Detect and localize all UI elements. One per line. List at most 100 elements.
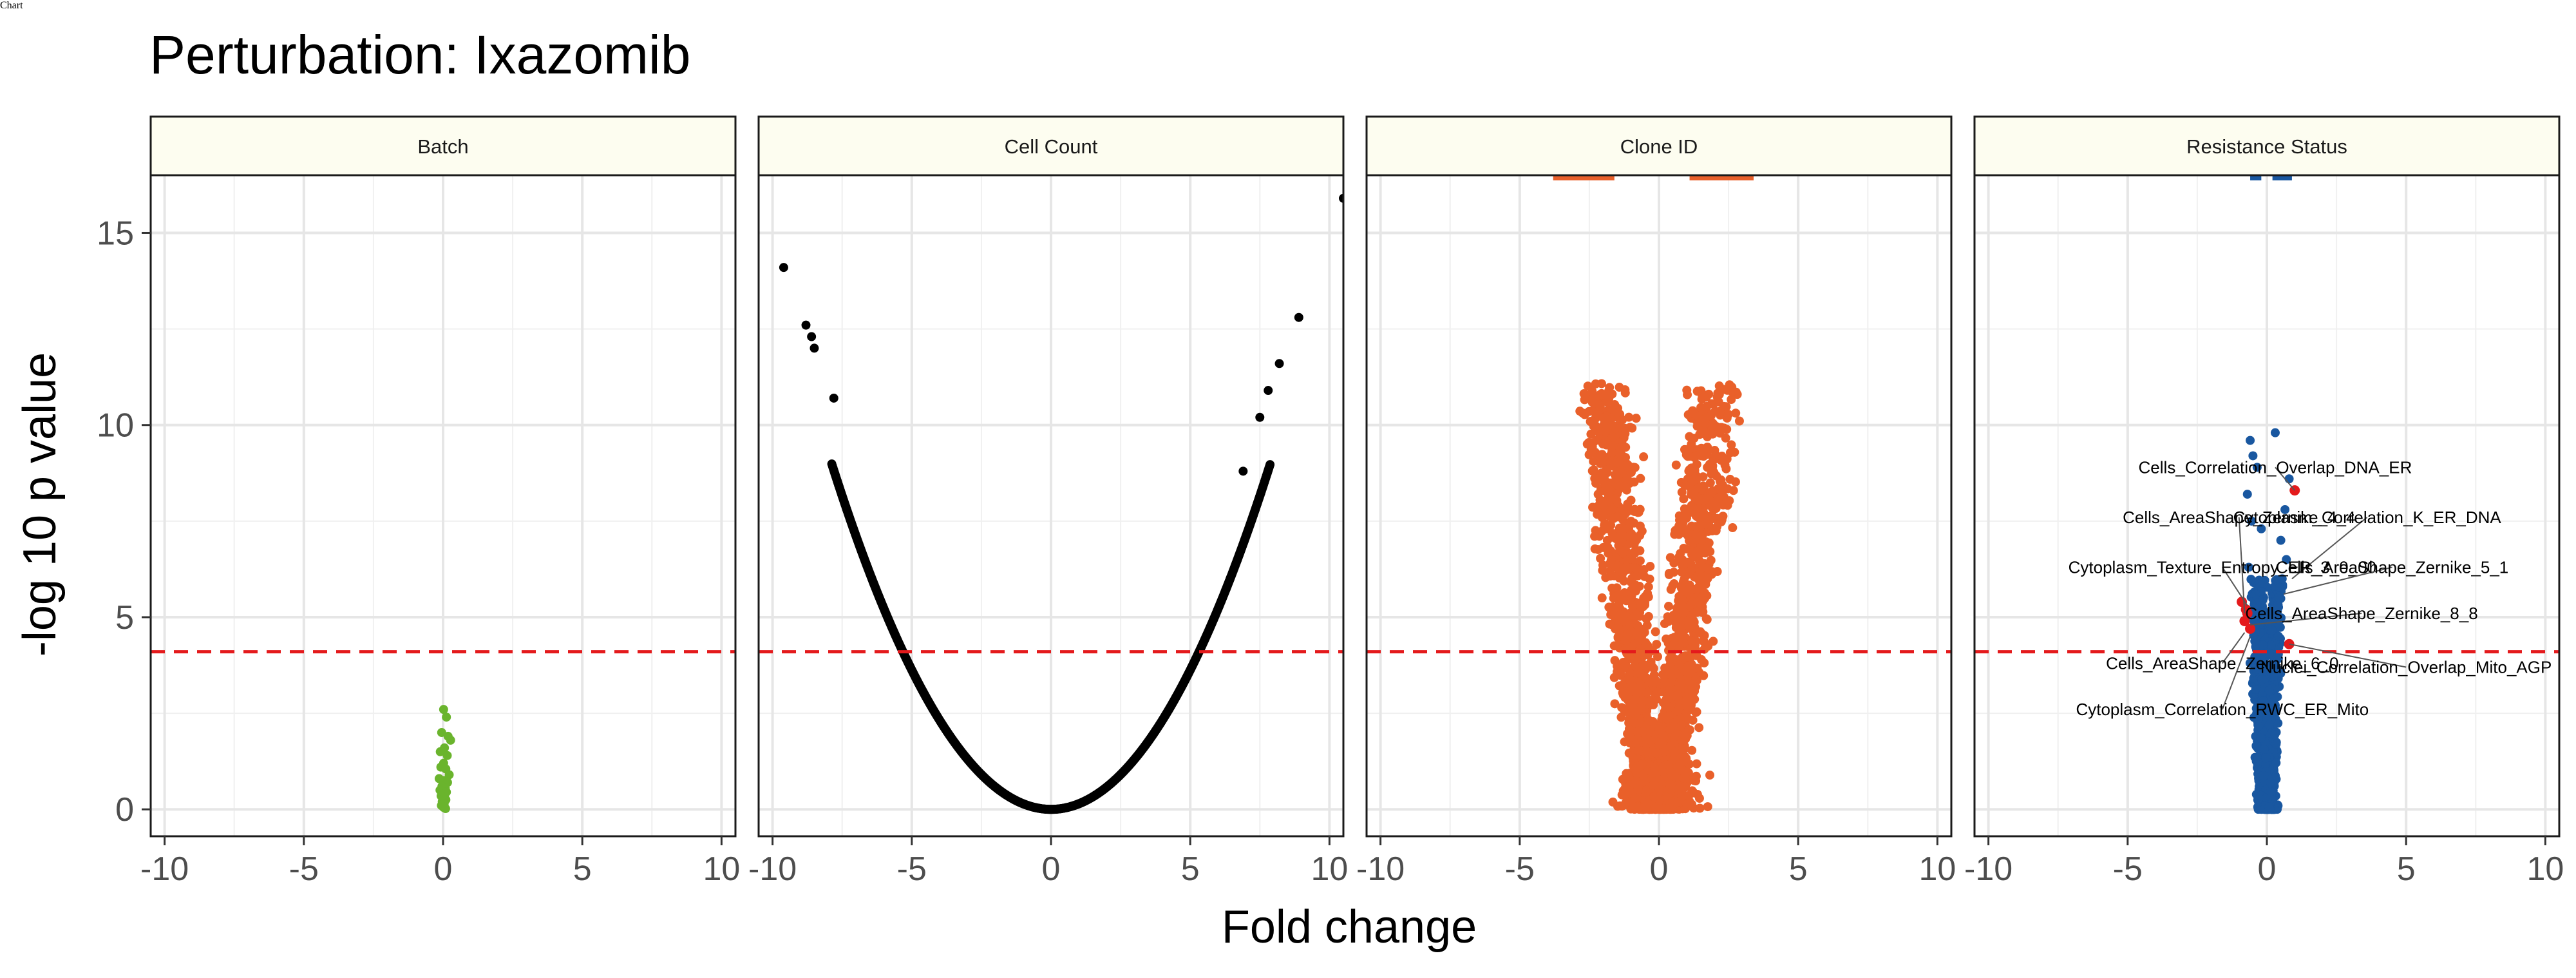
data-point — [1643, 589, 1652, 598]
data-point — [1700, 444, 1709, 453]
data-point — [1660, 747, 1669, 756]
data-point — [446, 736, 455, 745]
data-point — [1627, 495, 1636, 504]
data-point — [1625, 733, 1634, 742]
data-point — [1705, 547, 1714, 556]
data-point — [1588, 398, 1597, 407]
data-point — [1679, 767, 1688, 776]
data-point — [1607, 584, 1616, 593]
data-point — [1702, 563, 1711, 572]
data-point — [1703, 615, 1712, 624]
x-tick-label: -5 — [1505, 850, 1535, 888]
data-point — [1643, 621, 1652, 630]
data-point — [1641, 638, 1650, 647]
data-point — [1610, 699, 1619, 708]
data-point — [1634, 746, 1643, 755]
facet-label: Resistance Status — [2186, 135, 2347, 158]
data-point — [1687, 660, 1696, 669]
data-point — [1690, 636, 1700, 645]
data-point — [1679, 494, 1688, 503]
data-point — [1620, 588, 1629, 597]
data-point — [829, 394, 838, 403]
facet-label: Cell Count — [1005, 135, 1098, 158]
x-tick-label: -10 — [1356, 850, 1405, 888]
data-point — [1610, 641, 1619, 650]
data-point — [1680, 638, 1689, 647]
chart-title: Perturbation: Ixazomib — [149, 24, 690, 85]
panel-resistance-status: Resistance StatusCells_Correlation_Overl… — [1964, 117, 2564, 888]
data-point — [442, 751, 451, 760]
data-point — [1665, 569, 1674, 578]
data-point — [1607, 448, 1616, 457]
y-tick-label: 5 — [115, 599, 134, 637]
data-point — [1618, 504, 1627, 513]
data-point — [1664, 617, 1673, 626]
data-point — [1725, 496, 1734, 505]
data-point — [1679, 608, 1688, 617]
data-point — [1645, 562, 1654, 571]
data-point — [1642, 735, 1651, 744]
data-point — [1590, 532, 1599, 541]
data-point — [1691, 585, 1700, 594]
data-point — [1700, 658, 1709, 667]
data-point — [1597, 379, 1606, 388]
data-point — [1616, 713, 1625, 722]
x-tick-label: 0 — [1650, 850, 1669, 888]
data-point — [1626, 533, 1635, 542]
data-point — [1692, 760, 1701, 769]
data-point — [1705, 771, 1714, 780]
data-point — [1294, 313, 1303, 322]
facet-label: Clone ID — [1620, 135, 1698, 158]
data-point — [1605, 484, 1614, 494]
y-tick-label: 0 — [115, 791, 134, 829]
x-tick-label: 10 — [1918, 850, 1956, 888]
data-point — [1665, 711, 1674, 720]
data-point — [1615, 546, 1624, 555]
data-point — [1636, 669, 1645, 678]
data-point — [1662, 695, 1671, 704]
data-point — [1725, 475, 1734, 484]
data-point — [1681, 544, 1690, 553]
data-point — [1726, 448, 1735, 457]
data-point — [1649, 781, 1658, 790]
x-tick-label: -10 — [140, 850, 189, 888]
data-point — [1615, 626, 1624, 635]
data-point — [1597, 468, 1606, 477]
data-point — [1620, 617, 1629, 626]
data-point — [1618, 416, 1627, 425]
data-point — [1680, 744, 1689, 753]
data-point — [439, 705, 448, 714]
data-point — [1735, 417, 1744, 426]
data-point — [1713, 567, 1722, 576]
data-point — [1615, 383, 1624, 392]
data-point — [1613, 802, 1622, 811]
data-point — [1593, 508, 1602, 517]
data-point — [1714, 425, 1723, 434]
x-tick-label: 5 — [1181, 850, 1200, 888]
data-point — [1631, 639, 1640, 648]
data-point — [1645, 575, 1654, 584]
x-tick-label: 5 — [1789, 850, 1808, 888]
data-point — [1696, 628, 1705, 637]
data-point — [1585, 450, 1594, 459]
data-point — [1658, 805, 1667, 814]
panel-clone-id: Clone ID -10 -5 0 5 10 — [1356, 117, 1956, 888]
data-point — [1698, 637, 1707, 646]
data-point — [1709, 637, 1718, 646]
data-point — [1632, 414, 1641, 423]
data-point — [1678, 555, 1687, 564]
data-point — [1620, 661, 1629, 670]
data-point — [1611, 656, 1620, 665]
data-point — [1691, 532, 1700, 541]
data-point — [1687, 439, 1696, 448]
data-point — [1692, 772, 1701, 781]
data-point — [1620, 430, 1629, 439]
data-point — [1689, 788, 1698, 797]
data-point — [1617, 443, 1626, 452]
data-point — [1606, 610, 1615, 619]
data-point — [1727, 395, 1736, 404]
data-point — [1668, 581, 1677, 590]
data-point — [1680, 731, 1689, 740]
data-point — [1651, 628, 1660, 637]
